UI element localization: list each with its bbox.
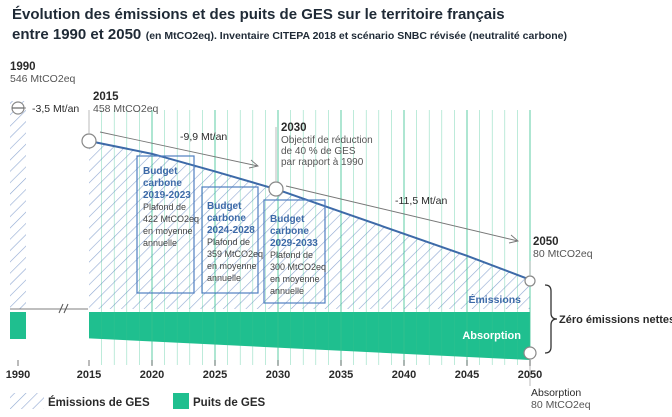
svg-text:300 MtCO2eq: 300 MtCO2eq xyxy=(270,262,326,272)
legend-label-puits: Puits de GES xyxy=(193,397,266,409)
svg-text:carbone: carbone xyxy=(207,213,246,224)
budget-text-2024-2028: Budget carbone 2024-2028 Plafond de 359 … xyxy=(207,201,263,283)
legend-swatch-puits xyxy=(173,393,189,409)
label-rate-1990: -3,5 Mt/an xyxy=(32,103,79,115)
label-absorption-2050-value: 80 MtCO2eq xyxy=(531,399,591,411)
svg-text:Budget: Budget xyxy=(207,201,242,212)
x-tick-label: 2025 xyxy=(203,369,227,381)
marker-2050 xyxy=(524,275,536,287)
label-absorption-2050-title: Absorption xyxy=(531,387,581,399)
x-tick-label: 2035 xyxy=(329,369,353,381)
svg-text:Plafond de: Plafond de xyxy=(207,237,250,247)
label-2050-year: 2050 xyxy=(533,236,559,248)
label-2030-line2: de 40 % de GES xyxy=(281,146,356,157)
x-tick-label: 2015 xyxy=(77,369,101,381)
legend-label-emissions: Émissions de GES xyxy=(48,396,150,409)
subtitle-note: (en MtCO2eq). Inventaire CITEPA 2018 et … xyxy=(145,30,568,42)
svg-text:2024-2028: 2024-2028 xyxy=(207,225,255,236)
emissions-series-line xyxy=(88,140,531,281)
svg-text:2029-2033: 2029-2033 xyxy=(270,238,318,249)
legend-swatch-emissions xyxy=(10,393,44,409)
label-rate-2030: -11,5 Mt/an xyxy=(395,195,447,207)
label-2030-line3: par rapport à 1990 xyxy=(281,157,364,168)
marker-absorption-2050 xyxy=(523,346,537,360)
budget-text-2029-2033: Budget carbone 2029-2033 Plafond de 300 … xyxy=(270,214,326,296)
grid-lines-overlay xyxy=(101,110,531,365)
svg-text:en moyenne: en moyenne xyxy=(207,261,257,271)
subtitle-main: entre 1990 et 2050 xyxy=(12,26,142,43)
svg-text:Budget: Budget xyxy=(270,214,305,225)
label-rate-2015: -9,9 Mt/an xyxy=(180,131,227,143)
svg-text:en moyenne: en moyenne xyxy=(143,226,193,236)
label-2015-year: 2015 xyxy=(93,91,119,103)
absorption-area xyxy=(89,312,530,360)
svg-text:annuelle: annuelle xyxy=(207,273,241,283)
svg-text:carbone: carbone xyxy=(270,226,309,237)
svg-text:359 MtCO2eq: 359 MtCO2eq xyxy=(207,249,263,259)
budget-text-2019-2023: Budget carbone 2019-2023 Plafond de 422 … xyxy=(143,166,199,248)
label-2030-line1: Objectif de réduction xyxy=(281,135,373,146)
axis-break-icon xyxy=(10,303,88,314)
chart-title: Évolution des émissions et des puits de … xyxy=(12,6,505,23)
label-zero-net: Zéro émissions nettes xyxy=(559,314,672,326)
budget-box-2024-2028 xyxy=(201,186,259,294)
x-tick-label: 1990 xyxy=(6,369,30,381)
trend-arrow-2030-2050 xyxy=(285,185,519,244)
label-absorption: Absorption xyxy=(462,330,521,342)
absorption-bar-1990 xyxy=(10,312,26,339)
label-1990-value: 546 MtCO2eq xyxy=(10,73,76,85)
svg-text:Plafond de: Plafond de xyxy=(270,250,313,260)
x-tick-label: 2045 xyxy=(455,369,479,381)
label-2050-value: 80 MtCO2eq xyxy=(533,248,593,260)
budget-box-2029-2033 xyxy=(263,199,326,304)
label-2030-year: 2030 xyxy=(281,122,307,134)
marker-2015 xyxy=(81,133,97,149)
chart-subtitle: entre 1990 et 2050 (en MtCO2eq). Inventa… xyxy=(12,26,567,44)
marker-2030 xyxy=(268,181,284,197)
x-tick-label: 2020 xyxy=(140,369,164,381)
legend: Émissions de GES Puits de GES xyxy=(10,393,266,409)
svg-text:annuelle: annuelle xyxy=(270,286,304,296)
svg-text:422 MtCO2eq: 422 MtCO2eq xyxy=(143,214,199,224)
x-tick-label: 2030 xyxy=(266,369,290,381)
label-1990-year: 1990 xyxy=(10,61,36,73)
x-tick-label: 2050 xyxy=(518,369,542,381)
trend-arrow-2015-2030 xyxy=(99,131,259,169)
svg-text:en moyenne: en moyenne xyxy=(270,274,320,284)
svg-text:Plafond de: Plafond de xyxy=(143,202,186,212)
label-2015-value: 458 MtCO2eq xyxy=(93,103,159,115)
x-axis: 1990 2015 2020 2025 2030 2035 2040 2045 2050 xyxy=(6,360,542,381)
svg-text:annuelle: annuelle xyxy=(143,238,177,248)
svg-text:carbone: carbone xyxy=(143,178,182,189)
budget-box-2019-2023 xyxy=(136,155,195,294)
zero-net-brace-icon xyxy=(544,284,558,354)
label-emissions: Émissions xyxy=(468,293,521,306)
x-tick-label: 2040 xyxy=(392,369,416,381)
emissions-area xyxy=(89,141,530,309)
svg-text:Budget: Budget xyxy=(143,166,178,177)
emissions-bar-1990 xyxy=(10,101,26,309)
svg-text:2019-2023: 2019-2023 xyxy=(143,190,191,201)
